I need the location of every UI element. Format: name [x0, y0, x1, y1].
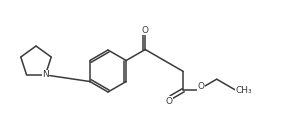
Text: O: O — [197, 82, 204, 91]
Text: N: N — [42, 70, 49, 79]
Text: O: O — [166, 97, 173, 106]
Text: O: O — [142, 26, 149, 35]
Text: CH₃: CH₃ — [235, 86, 252, 95]
